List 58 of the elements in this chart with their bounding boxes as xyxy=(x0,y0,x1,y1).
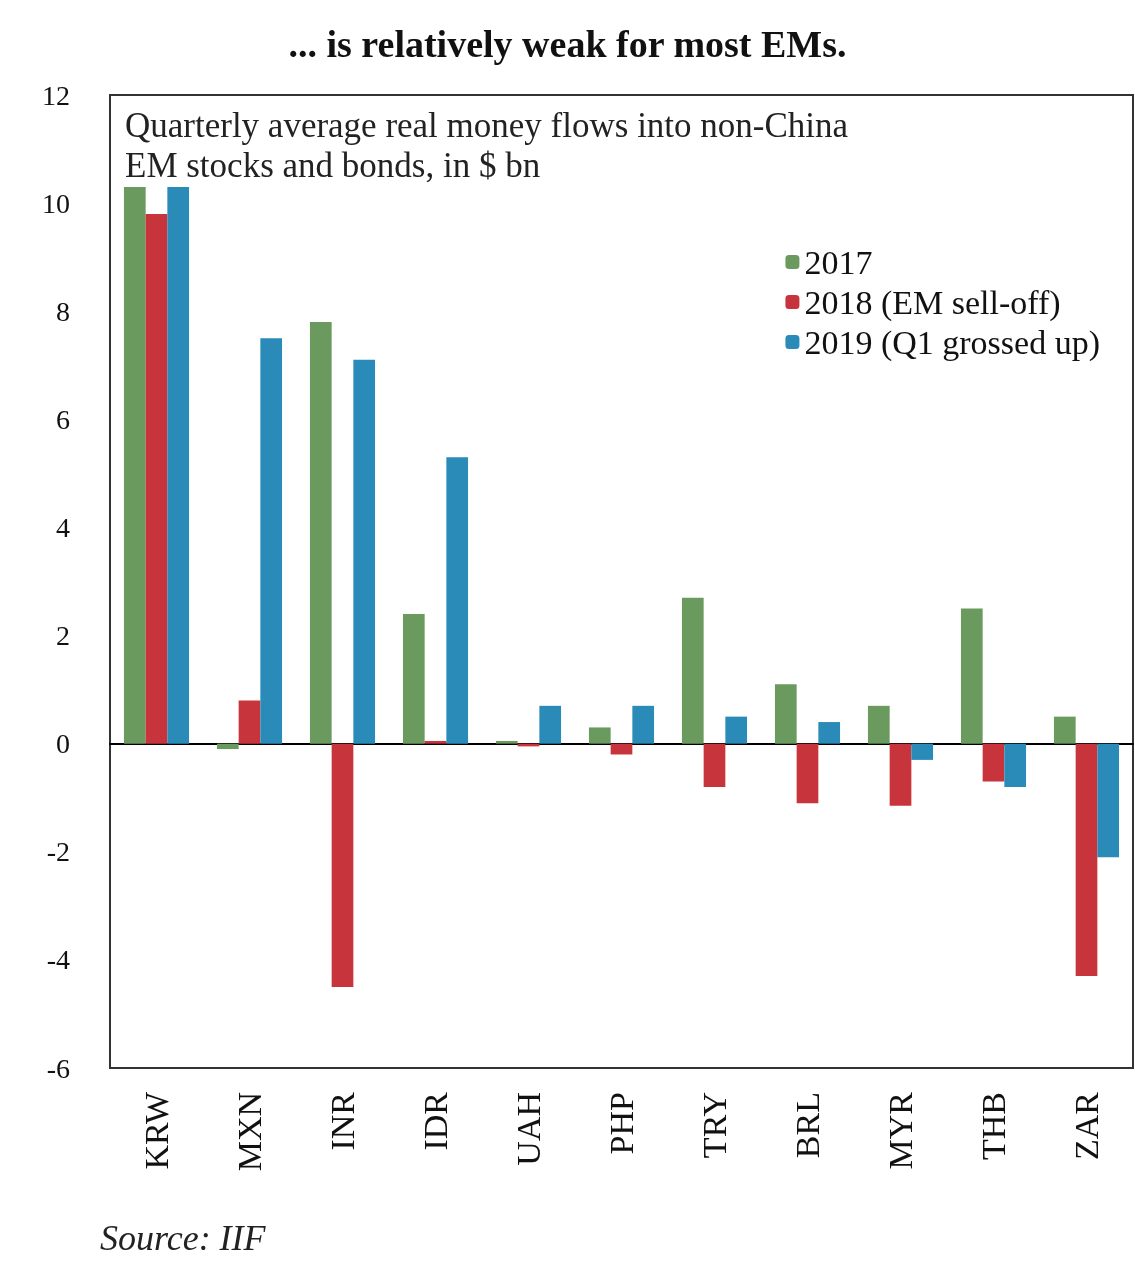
bar xyxy=(911,743,934,760)
x-tick-label: KRW xyxy=(138,1091,175,1170)
bar xyxy=(867,705,890,744)
bar xyxy=(588,727,611,744)
bar xyxy=(539,705,562,744)
bar xyxy=(774,684,797,744)
source-note: Source: IIF xyxy=(100,1218,267,1258)
y-tick-label: -4 xyxy=(46,944,70,976)
y-tick-label: 4 xyxy=(56,511,70,543)
chart-title: ... is relatively weak for most EMs. xyxy=(288,23,847,65)
y-tick-label: 0 xyxy=(56,728,70,760)
bar xyxy=(1004,743,1027,787)
bar xyxy=(145,213,168,744)
bar xyxy=(167,186,190,744)
bar xyxy=(331,743,354,987)
bar xyxy=(495,740,518,744)
bar xyxy=(982,743,1005,782)
x-tick-label: BRL xyxy=(789,1092,826,1159)
x-tick-label: IDR xyxy=(417,1091,454,1151)
bar xyxy=(446,457,469,744)
bar xyxy=(260,338,283,744)
bar xyxy=(889,743,912,806)
y-tick-label: 6 xyxy=(56,403,70,435)
legend-label: 2018 (EM sell-off) xyxy=(804,283,1061,322)
bar xyxy=(681,597,704,744)
bar xyxy=(818,722,841,744)
x-tick-label: THB xyxy=(975,1092,1012,1160)
bar xyxy=(424,740,447,744)
x-tick-label: TRY xyxy=(696,1092,733,1159)
y-tick-label: 10 xyxy=(42,187,70,219)
x-tick-label: INR xyxy=(324,1091,361,1151)
bar xyxy=(238,700,261,744)
bar xyxy=(796,743,819,804)
bar xyxy=(216,743,239,750)
bar xyxy=(123,186,146,744)
x-tick-label: ZAR xyxy=(1068,1091,1105,1160)
x-tick-label: UAH xyxy=(510,1092,547,1166)
legend-label: 2019 (Q1 grossed up) xyxy=(804,323,1100,362)
x-tick-label: MXN xyxy=(231,1092,268,1172)
bar xyxy=(1097,743,1120,858)
bar xyxy=(960,608,983,744)
x-tick-label: PHP xyxy=(603,1092,640,1155)
y-tick-label: 12 xyxy=(42,79,70,111)
legend-label: 2017 xyxy=(804,243,873,281)
bar xyxy=(632,705,655,744)
bar xyxy=(402,613,425,744)
y-tick-label: 2 xyxy=(56,620,70,652)
bar xyxy=(1053,716,1076,744)
y-tick-label: 8 xyxy=(56,295,70,327)
bar xyxy=(309,322,332,744)
y-tick-label: -2 xyxy=(46,836,70,868)
x-tick-label: MYR xyxy=(882,1091,919,1170)
bar xyxy=(1075,743,1098,977)
bar xyxy=(353,359,376,744)
y-tick-label: -6 xyxy=(46,1052,70,1084)
text: Quarterly average real money flows into non-China EM stocks and bonds, in $ bn xyxy=(125,105,849,185)
bar xyxy=(703,743,726,787)
bar xyxy=(725,716,748,744)
